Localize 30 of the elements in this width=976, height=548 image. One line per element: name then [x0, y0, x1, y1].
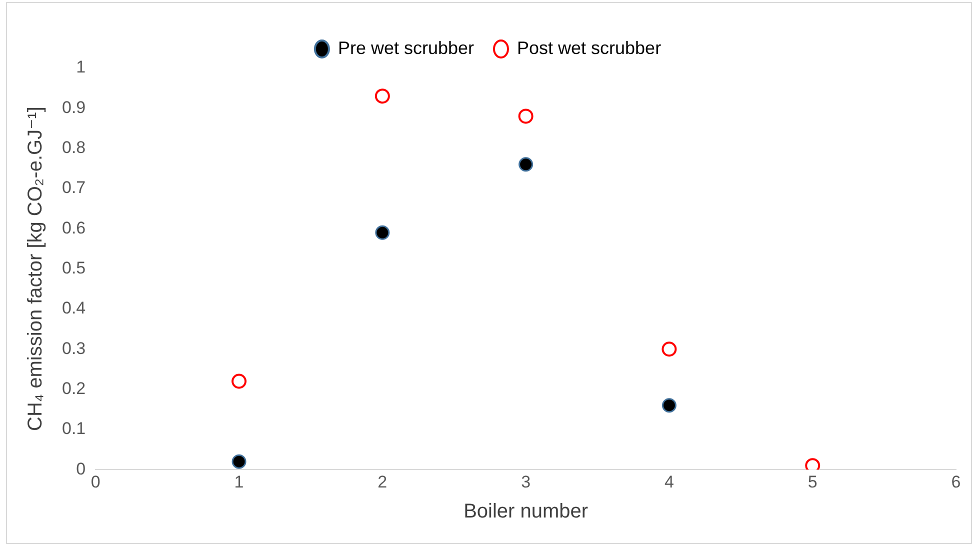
x-tick-label: 1	[234, 472, 244, 492]
y-tick-label: 0	[76, 459, 86, 478]
x-tick-label: 2	[378, 472, 388, 492]
point	[232, 374, 247, 389]
point	[518, 108, 534, 124]
x-tick-label: 4	[664, 472, 674, 492]
y-tick-label: 1	[76, 58, 86, 77]
point	[518, 157, 534, 172]
y-tick-label: 0.6	[62, 218, 86, 238]
y-tick-label: 0.5	[62, 258, 86, 278]
x-tick-label: 5	[808, 472, 818, 492]
point	[662, 398, 676, 413]
point	[232, 454, 246, 469]
legend-label: Post wet scrubber	[516, 38, 662, 58]
y-tick-label: 0.4	[62, 298, 86, 318]
x-tick-label: 0	[90, 472, 100, 492]
x-tick-label: 6	[951, 472, 961, 492]
x-axis-title: Boiler number	[464, 500, 588, 523]
y-tick-label: 0.9	[62, 98, 86, 117]
y-tick-label: 0.7	[62, 178, 86, 198]
y-tick-label: 0.2	[62, 378, 86, 398]
legend-label: Pre wet scrubber	[338, 38, 474, 58]
x-tick-label: 3	[521, 472, 531, 492]
point	[662, 342, 677, 357]
y-axis-title: CH₄ emission factor [kg CO₂-e.GJ⁻¹]	[24, 106, 47, 431]
point	[374, 88, 390, 104]
y-tick-label: 0.1	[62, 419, 86, 438]
point	[375, 225, 390, 240]
y-tick-label: 0.8	[62, 138, 86, 158]
y-tick-label: 0.3	[62, 338, 86, 358]
